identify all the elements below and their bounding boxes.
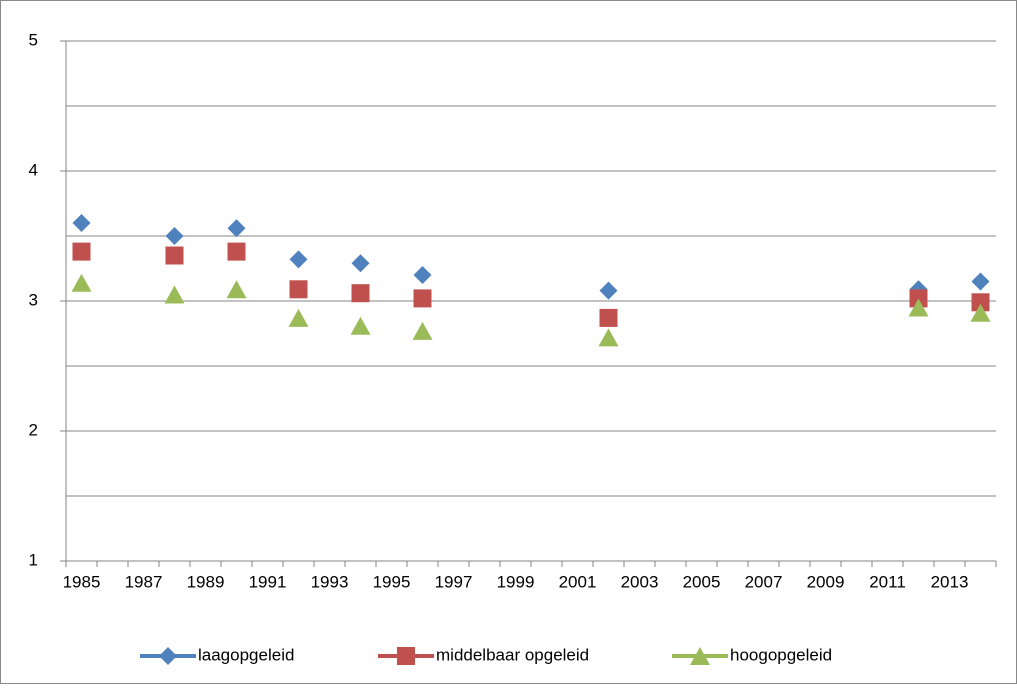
y-tick-label: 5 [29,30,38,49]
marker [413,266,432,284]
marker [227,242,246,261]
marker [970,303,991,322]
marker [164,285,185,304]
marker [397,647,415,665]
marker [351,254,370,273]
marker [599,308,618,327]
x-tick-label: 1989 [187,572,225,591]
marker [226,280,247,299]
legend-label: hoogopgeleid [730,645,832,664]
marker [351,284,370,303]
x-tick-label: 1997 [435,572,473,591]
marker [971,293,990,312]
marker [599,281,618,300]
x-tick-label: 1993 [311,572,349,591]
marker [413,289,432,308]
y-tick-label: 4 [29,160,38,179]
marker [72,242,91,261]
marker [72,214,91,232]
x-tick-label: 2001 [559,572,597,591]
x-tick-label: 2013 [931,572,969,591]
marker [690,647,710,665]
legend-label: laagopgeleid [198,645,294,664]
x-tick-label: 1999 [497,572,535,591]
x-tick-label: 2005 [683,572,721,591]
marker [288,308,309,327]
y-tick-label: 2 [29,420,38,439]
marker [909,289,928,308]
x-tick-label: 2011 [869,572,906,591]
marker [165,246,184,265]
y-tick-label: 1 [29,550,38,569]
marker [289,250,308,269]
x-tick-label: 2003 [621,572,659,591]
marker [908,298,929,317]
y-tick-label: 3 [29,290,38,309]
x-tick-label: 1995 [373,572,411,591]
x-tick-label: 2007 [745,572,783,591]
marker [412,321,433,340]
x-tick-label: 1991 [249,572,287,591]
marker [289,280,308,299]
marker [350,316,371,335]
legend-label: middelbaar opgeleid [436,645,589,664]
x-tick-label: 1987 [125,572,163,591]
x-tick-label: 2009 [807,572,845,591]
marker [971,272,990,291]
marker [598,328,619,347]
marker [159,647,177,665]
marker [71,273,92,292]
x-tick-label: 1985 [63,572,101,591]
marker [227,219,246,238]
marker [165,227,184,245]
